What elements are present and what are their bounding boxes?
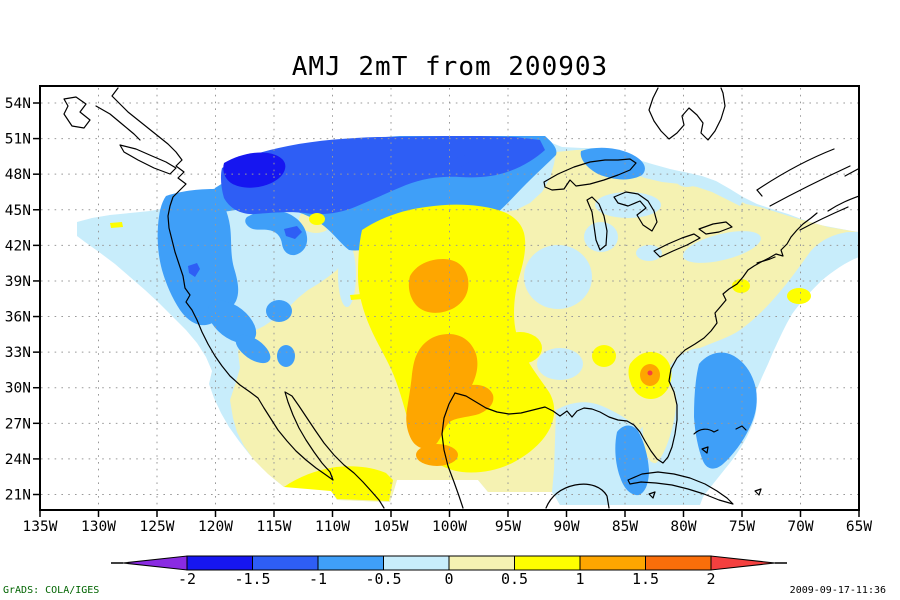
x-axis-label: 100W	[432, 519, 467, 535]
x-axis-label: 75W	[729, 519, 755, 535]
colorbar-tick-label: 2	[706, 570, 715, 588]
x-axis-label: 65W	[846, 519, 872, 535]
colorbar-tick-label: 1.5	[632, 570, 659, 588]
colorbar-box	[579, 555, 646, 571]
colorbar-box	[317, 555, 384, 571]
y-axis-label: 30N	[5, 381, 31, 397]
x-axis-label: 70W	[787, 519, 813, 535]
grid-lines	[39, 88, 860, 509]
y-axis-label: 54N	[5, 96, 31, 112]
y-axis: 54N 51N 48N 45N 42N 39N 36N 33N 30N 27N 24N 21N	[5, 96, 40, 504]
colorbar-tick-label: -0.5	[365, 570, 401, 588]
colorbar-box	[645, 555, 712, 571]
timestamp: 2009-09-17-11:36	[789, 585, 886, 596]
colorbar-tick-label: 1	[575, 570, 584, 588]
plot-title: AMJ 2mT from 200903	[291, 52, 609, 82]
x-axis-label: 85W	[612, 519, 638, 535]
y-axis-label: 36N	[5, 310, 31, 326]
y-axis-label: 24N	[5, 452, 31, 468]
x-axis-label: 115W	[257, 519, 292, 535]
map-fills	[77, 136, 859, 505]
y-axis-label: 39N	[5, 274, 31, 290]
x-axis-label: 90W	[553, 519, 579, 535]
colorbar-tick-label: 0.5	[501, 570, 528, 588]
y-axis-label: 33N	[5, 345, 31, 361]
x-axis-label: 130W	[81, 519, 116, 535]
colorbar-tick-label: -1	[309, 570, 327, 588]
colorbar-tick-label: -1.5	[234, 570, 270, 588]
colorbar-legend: -2 -1.5 -1 -0.5 0 0.5 1 1.5 2	[111, 555, 787, 588]
x-axis-label: 120W	[198, 519, 233, 535]
colorbar-box	[186, 555, 253, 571]
y-axis-label: 42N	[5, 238, 31, 254]
x-axis-label: 125W	[140, 519, 175, 535]
x-axis-label: 135W	[23, 519, 58, 535]
colorbar-tick-label: 0	[444, 570, 453, 588]
grads-credit: GrADS: COLA/IGES	[3, 585, 100, 596]
y-axis-label: 45N	[5, 203, 31, 219]
x-axis-label: 95W	[495, 519, 521, 535]
x-axis-label: 80W	[670, 519, 696, 535]
colorbar-box	[383, 555, 450, 571]
colorbar-under-arrow	[122, 555, 188, 571]
colorbar-box	[448, 555, 515, 571]
colorbar-tick-label: -2	[178, 570, 196, 588]
y-axis-label: 21N	[5, 488, 31, 504]
x-axis-label: 110W	[315, 519, 350, 535]
colorbar-over-arrow	[710, 555, 776, 571]
colorbar-box	[514, 555, 581, 571]
x-axis: 135W 130W 125W 120W 115W 110W 105W 100W 95W 90W 85…	[23, 510, 872, 535]
y-axis-label: 27N	[5, 416, 31, 432]
y-axis-label: 48N	[5, 167, 31, 183]
coastlines	[63, 87, 860, 509]
colorbar-box	[252, 555, 319, 571]
x-axis-label: 105W	[374, 519, 409, 535]
y-axis-label: 51N	[5, 132, 31, 148]
